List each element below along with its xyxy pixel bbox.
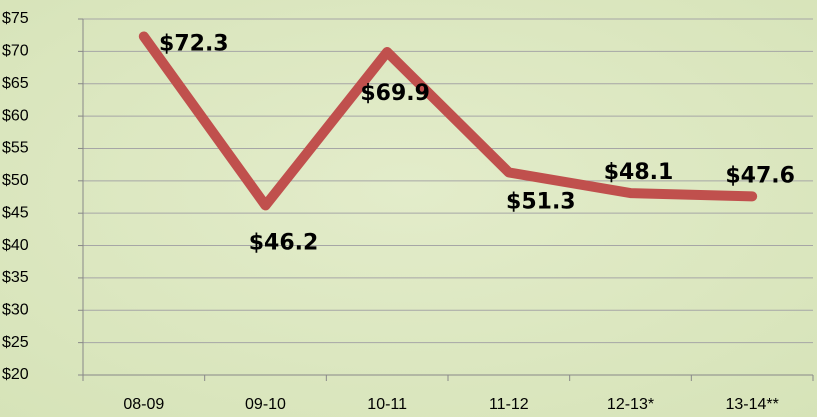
x-tick-label: 12-13* bbox=[607, 396, 654, 413]
y-tick-label: $40 bbox=[2, 237, 29, 254]
x-tick-label: 08-09 bbox=[123, 396, 164, 413]
x-tick-label: 09-10 bbox=[245, 396, 286, 413]
data-label: $48.1 bbox=[604, 160, 674, 185]
data-label: $46.2 bbox=[249, 230, 319, 255]
data-label: $72.3 bbox=[159, 31, 229, 56]
line bbox=[138, 31, 758, 211]
data-label: $47.6 bbox=[725, 163, 795, 188]
y-tick-label: $75 bbox=[2, 10, 29, 27]
data-label: $51.3 bbox=[506, 189, 576, 214]
y-tick-label: $25 bbox=[2, 334, 29, 351]
x-tick-label: 11-12 bbox=[489, 396, 529, 413]
x-tick-label: 13-14** bbox=[725, 396, 778, 413]
y-tick-label: $20 bbox=[2, 366, 29, 383]
data-label: $69.9 bbox=[360, 81, 430, 106]
y-tick-label: $50 bbox=[2, 172, 29, 189]
y-tick-label: $55 bbox=[2, 140, 29, 157]
y-tick-label: $65 bbox=[2, 75, 29, 92]
x-tick-label: 10-11 bbox=[367, 396, 407, 413]
y-tick-label: $35 bbox=[2, 269, 29, 286]
y-tick-label: $70 bbox=[2, 43, 29, 60]
y-tick-label: $45 bbox=[2, 204, 29, 221]
y-tick-label: $60 bbox=[2, 107, 29, 124]
y-tick-label: $30 bbox=[2, 301, 29, 318]
